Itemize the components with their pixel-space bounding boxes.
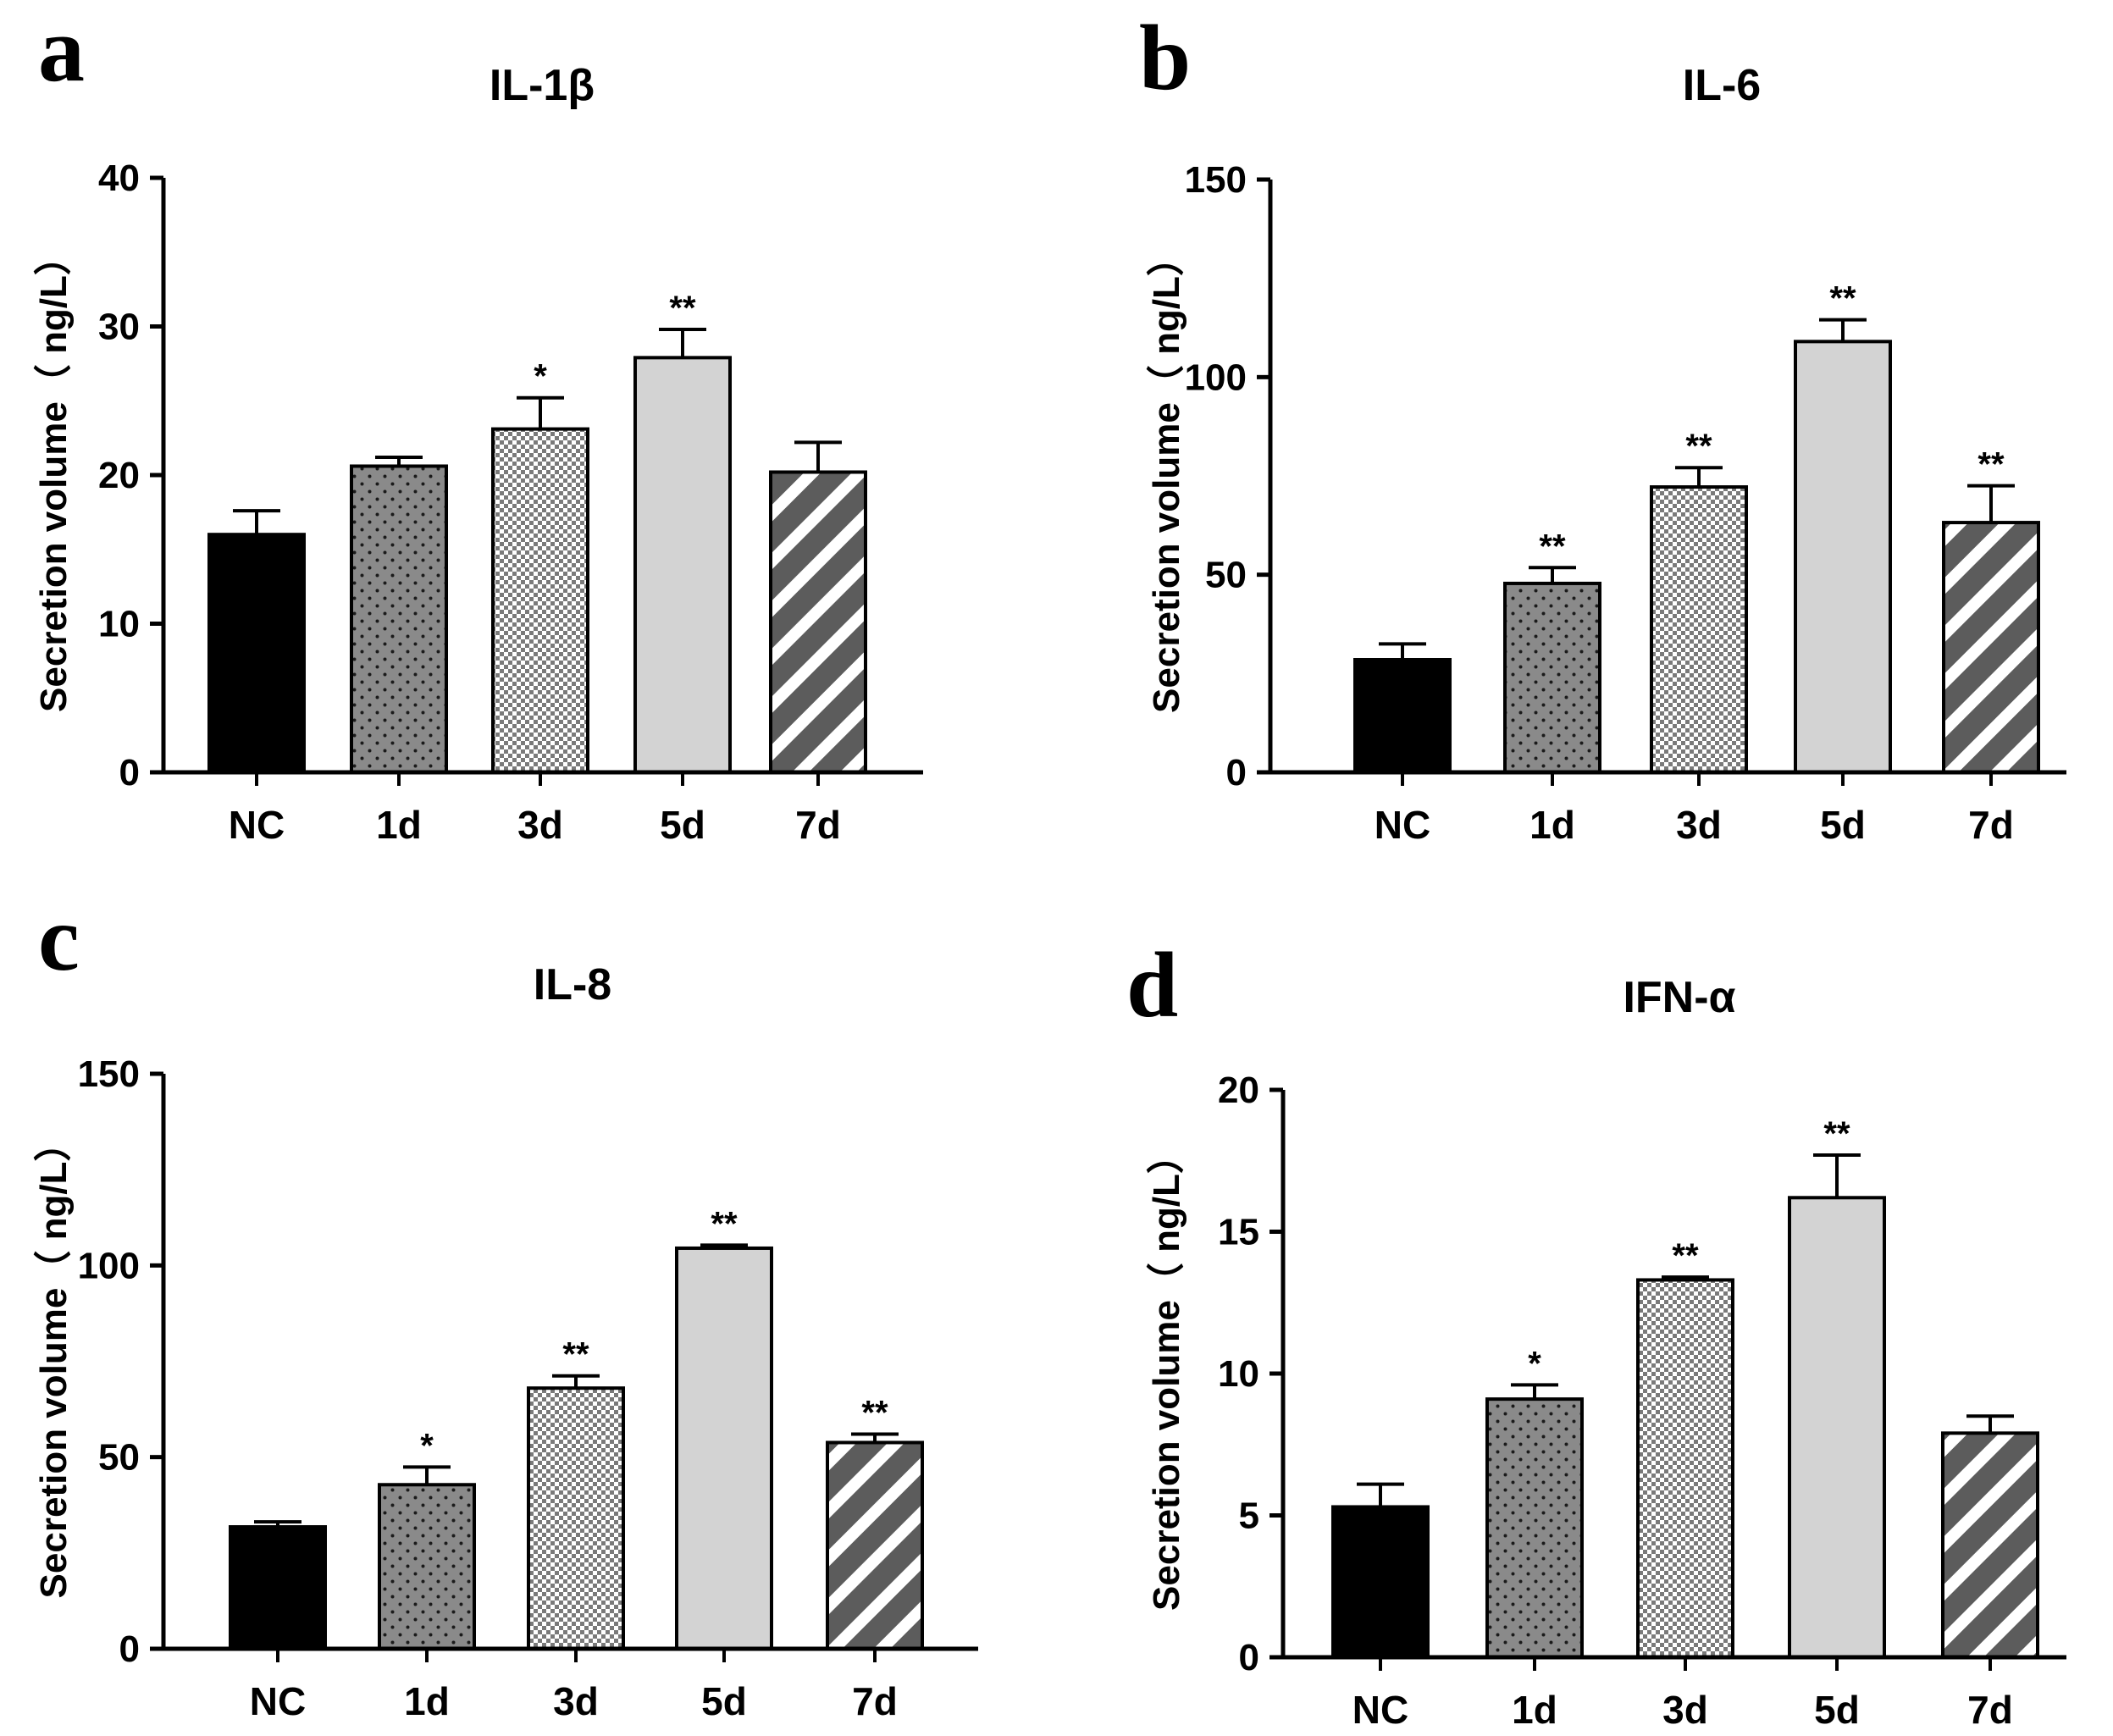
- y-axis-label: Secretion volume（ ng/L）: [1146, 1136, 1187, 1611]
- x-tick-label: 1d: [376, 803, 422, 847]
- y-tick-label: 100: [1185, 357, 1247, 398]
- y-tick-label: 100: [78, 1245, 140, 1286]
- y-tick-label: 30: [98, 307, 140, 348]
- y-tick-label: 0: [1239, 1637, 1259, 1678]
- chart-title: IFN-α: [1623, 973, 1735, 1022]
- bar-5d-light-gray: [1794, 340, 1892, 774]
- y-tick-label: 10: [98, 604, 140, 645]
- x-tick-label: 3d: [553, 1679, 599, 1723]
- x-tick-label: 5d: [1814, 1688, 1860, 1732]
- y-tick-label: 150: [1185, 159, 1247, 201]
- y-tick-label: 150: [78, 1053, 140, 1095]
- chart-title: IL-6: [1683, 61, 1761, 110]
- y-tick-label: 0: [119, 752, 140, 793]
- bar-1d-dotted: [350, 464, 448, 774]
- y-tick-label: 5: [1239, 1496, 1259, 1537]
- x-tick-label: NC: [250, 1679, 306, 1723]
- bar-1d-dotted: [1485, 1397, 1584, 1660]
- bar-1d-dotted: [1503, 581, 1601, 775]
- significance-mark-5d: **: [711, 1205, 738, 1242]
- significance-mark-3d: **: [1685, 428, 1712, 465]
- bar-7d-striped: [1941, 1431, 2039, 1659]
- y-tick-label: 50: [98, 1437, 140, 1479]
- significance-mark-1d: **: [1539, 528, 1566, 565]
- x-tick-label: 7d: [1968, 803, 2014, 847]
- x-tick-label: 5d: [660, 803, 705, 847]
- x-tick-label: 7d: [852, 1679, 898, 1723]
- significance-mark-5d: **: [1823, 1115, 1850, 1153]
- chart-panel-a: IL-1β Secretion volume（ ng/L） NC 1d * 3d ** 5d 7…: [33, 61, 923, 847]
- x-tick-label: NC: [229, 803, 285, 847]
- panel-letter-c: c: [38, 887, 80, 990]
- x-tick-label: 3d: [1676, 803, 1722, 847]
- y-tick-label: 20: [98, 455, 140, 496]
- bar-1d-dotted: [378, 1483, 476, 1650]
- bar-7d-striped: [769, 470, 867, 774]
- chart-panel-d: IFN-α Secretion volume（ ng/L） NC * 1d ** 3d ** 5…: [1146, 973, 2066, 1732]
- significance-mark-3d: *: [534, 358, 547, 395]
- panel-letter-b: b: [1139, 6, 1191, 109]
- chart-panel-c: IL-8 Secretion volume（ ng/L） NC * 1d ** 3d ** 5d…: [33, 960, 978, 1723]
- y-axis-label: Secretion volume（ ng/L）: [33, 238, 75, 712]
- y-tick-label: 0: [119, 1628, 140, 1670]
- chart-panel-b: IL-6 Secretion volume（ ng/L） NC ** 1d ** 3d ** 5…: [1146, 61, 2066, 847]
- significance-mark-3d: **: [1672, 1237, 1699, 1274]
- x-tick-label: 1d: [1512, 1688, 1557, 1732]
- bar-5d-light-gray: [1788, 1196, 1886, 1660]
- significance-mark-1d: *: [420, 1427, 434, 1464]
- y-tick-label: 15: [1218, 1212, 1259, 1253]
- panel-letter-d: d: [1126, 933, 1178, 1037]
- significance-mark-7d: **: [861, 1395, 888, 1432]
- bar-NC-solid-black: [1353, 658, 1452, 774]
- x-tick-label: 3d: [1662, 1688, 1708, 1732]
- bar-5d-light-gray: [675, 1246, 773, 1651]
- significance-mark-5d: **: [669, 290, 696, 327]
- y-axis-label: Secretion volume（ ng/L）: [1146, 239, 1187, 713]
- bar-NC-solid-black: [1331, 1505, 1430, 1659]
- bar-NC-solid-black: [207, 533, 306, 774]
- y-tick-label: 20: [1218, 1070, 1259, 1111]
- panel-letter-a: a: [38, 0, 85, 101]
- bar-NC-solid-black: [229, 1525, 327, 1650]
- y-tick-label: 0: [1226, 752, 1247, 793]
- y-tick-label: 40: [98, 158, 140, 199]
- bar-3d-checkered: [527, 1386, 625, 1650]
- x-tick-label: 7d: [1967, 1688, 2013, 1732]
- chart-title: IL-1β: [490, 61, 595, 110]
- y-tick-label: 50: [1205, 555, 1247, 596]
- x-tick-label: NC: [1375, 803, 1430, 847]
- y-axis-label: Secretion volume（ ng/L）: [33, 1125, 75, 1599]
- x-tick-label: 3d: [517, 803, 563, 847]
- x-tick-label: NC: [1352, 1688, 1408, 1732]
- bar-3d-checkered: [491, 427, 589, 774]
- significance-mark-1d: *: [1528, 1345, 1541, 1382]
- bar-7d-striped: [1942, 521, 2040, 774]
- significance-mark-3d: **: [562, 1336, 589, 1374]
- bar-5d-light-gray: [633, 356, 732, 774]
- bar-3d-checkered: [1636, 1278, 1734, 1659]
- y-tick-label: 10: [1218, 1353, 1259, 1395]
- x-tick-label: 7d: [795, 803, 841, 847]
- x-tick-label: 5d: [1820, 803, 1866, 847]
- x-tick-label: 1d: [404, 1679, 450, 1723]
- bar-3d-checkered: [1650, 485, 1748, 774]
- chart-title: IL-8: [534, 960, 611, 1009]
- bar-7d-striped: [826, 1440, 924, 1650]
- significance-mark-5d: **: [1829, 280, 1856, 318]
- significance-mark-7d: **: [1977, 446, 2005, 484]
- x-tick-label: 5d: [701, 1679, 747, 1723]
- x-tick-label: 1d: [1529, 803, 1575, 847]
